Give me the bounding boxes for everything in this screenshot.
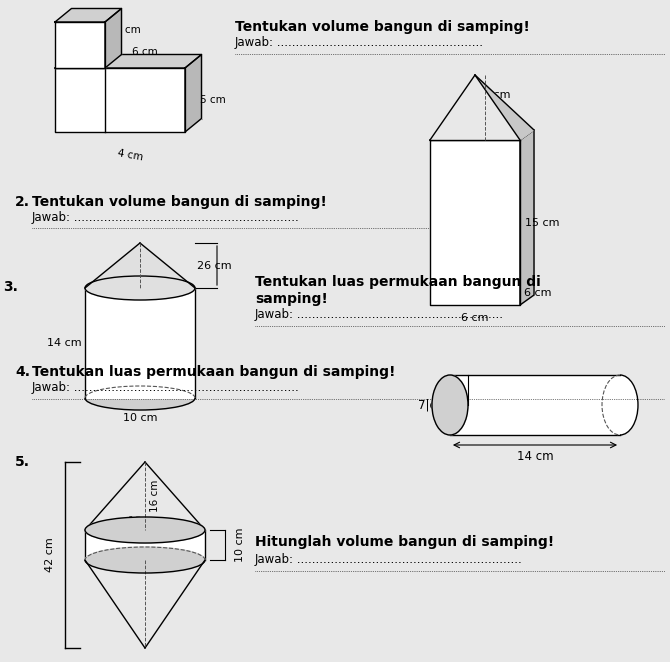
Text: 4 cm: 4 cm <box>75 10 101 20</box>
Text: 4.: 4. <box>15 365 30 379</box>
Text: Tentukan luas permukaan bangun di: Tentukan luas permukaan bangun di <box>255 275 541 289</box>
Text: 15 cm: 15 cm <box>525 218 559 228</box>
Text: 12 cm: 12 cm <box>128 516 162 526</box>
Text: 5 cm: 5 cm <box>483 90 511 100</box>
Polygon shape <box>85 288 195 398</box>
Text: 26 cm: 26 cm <box>197 261 232 271</box>
Text: Jawab: .......................................................: Jawab: .................................… <box>255 308 504 321</box>
Polygon shape <box>55 9 121 22</box>
Ellipse shape <box>85 386 195 410</box>
Text: 6 cm: 6 cm <box>132 47 158 57</box>
Text: 14 cm: 14 cm <box>517 450 553 463</box>
Polygon shape <box>185 54 202 132</box>
Text: Tentukan volume bangun di samping!: Tentukan volume bangun di samping! <box>235 20 530 34</box>
Polygon shape <box>85 243 195 288</box>
Text: Jawab: ............................................................: Jawab: .................................… <box>255 553 523 566</box>
Text: 7|cm: 7|cm <box>417 399 447 412</box>
Polygon shape <box>55 22 105 68</box>
Text: 5.: 5. <box>15 455 30 469</box>
Text: 2.: 2. <box>15 195 30 209</box>
Text: 14 cm: 14 cm <box>48 338 82 348</box>
Ellipse shape <box>602 375 638 435</box>
Text: 5 cm: 5 cm <box>200 95 226 105</box>
Text: 16 cm: 16 cm <box>150 480 160 512</box>
Text: Jawab: ............................................................: Jawab: .................................… <box>32 211 299 224</box>
Ellipse shape <box>85 276 195 300</box>
Text: Jawab: ............................................................: Jawab: .................................… <box>32 381 299 394</box>
Polygon shape <box>55 68 185 132</box>
Ellipse shape <box>432 375 468 435</box>
Polygon shape <box>450 375 620 435</box>
Polygon shape <box>85 530 205 560</box>
Text: 42 cm: 42 cm <box>45 538 55 573</box>
Polygon shape <box>475 75 534 140</box>
Text: Tentukan volume bangun di samping!: Tentukan volume bangun di samping! <box>32 195 327 209</box>
Text: 10 cm: 10 cm <box>235 528 245 562</box>
Polygon shape <box>430 130 534 140</box>
Text: 4 cm: 4 cm <box>117 148 143 162</box>
Text: 6 cm: 6 cm <box>524 288 551 298</box>
Text: 4 cm: 4 cm <box>487 125 513 135</box>
Text: 4 cm: 4 cm <box>115 25 141 35</box>
Text: Jawab: .......................................................: Jawab: .................................… <box>235 36 484 49</box>
Polygon shape <box>105 9 121 68</box>
Polygon shape <box>430 75 520 140</box>
Polygon shape <box>430 140 520 305</box>
Text: Tentukan luas permukaan bangun di samping!: Tentukan luas permukaan bangun di sampin… <box>32 365 395 379</box>
Text: 3.: 3. <box>3 280 18 294</box>
Ellipse shape <box>85 517 205 543</box>
Text: samping!: samping! <box>255 292 328 306</box>
Polygon shape <box>85 560 205 648</box>
Text: 10 cm: 10 cm <box>123 413 157 423</box>
Text: Hitunglah volume bangun di samping!: Hitunglah volume bangun di samping! <box>255 535 554 549</box>
Text: 6 cm: 6 cm <box>461 313 488 323</box>
Ellipse shape <box>85 547 205 573</box>
Polygon shape <box>520 130 534 305</box>
Polygon shape <box>85 462 205 530</box>
Polygon shape <box>55 54 202 68</box>
